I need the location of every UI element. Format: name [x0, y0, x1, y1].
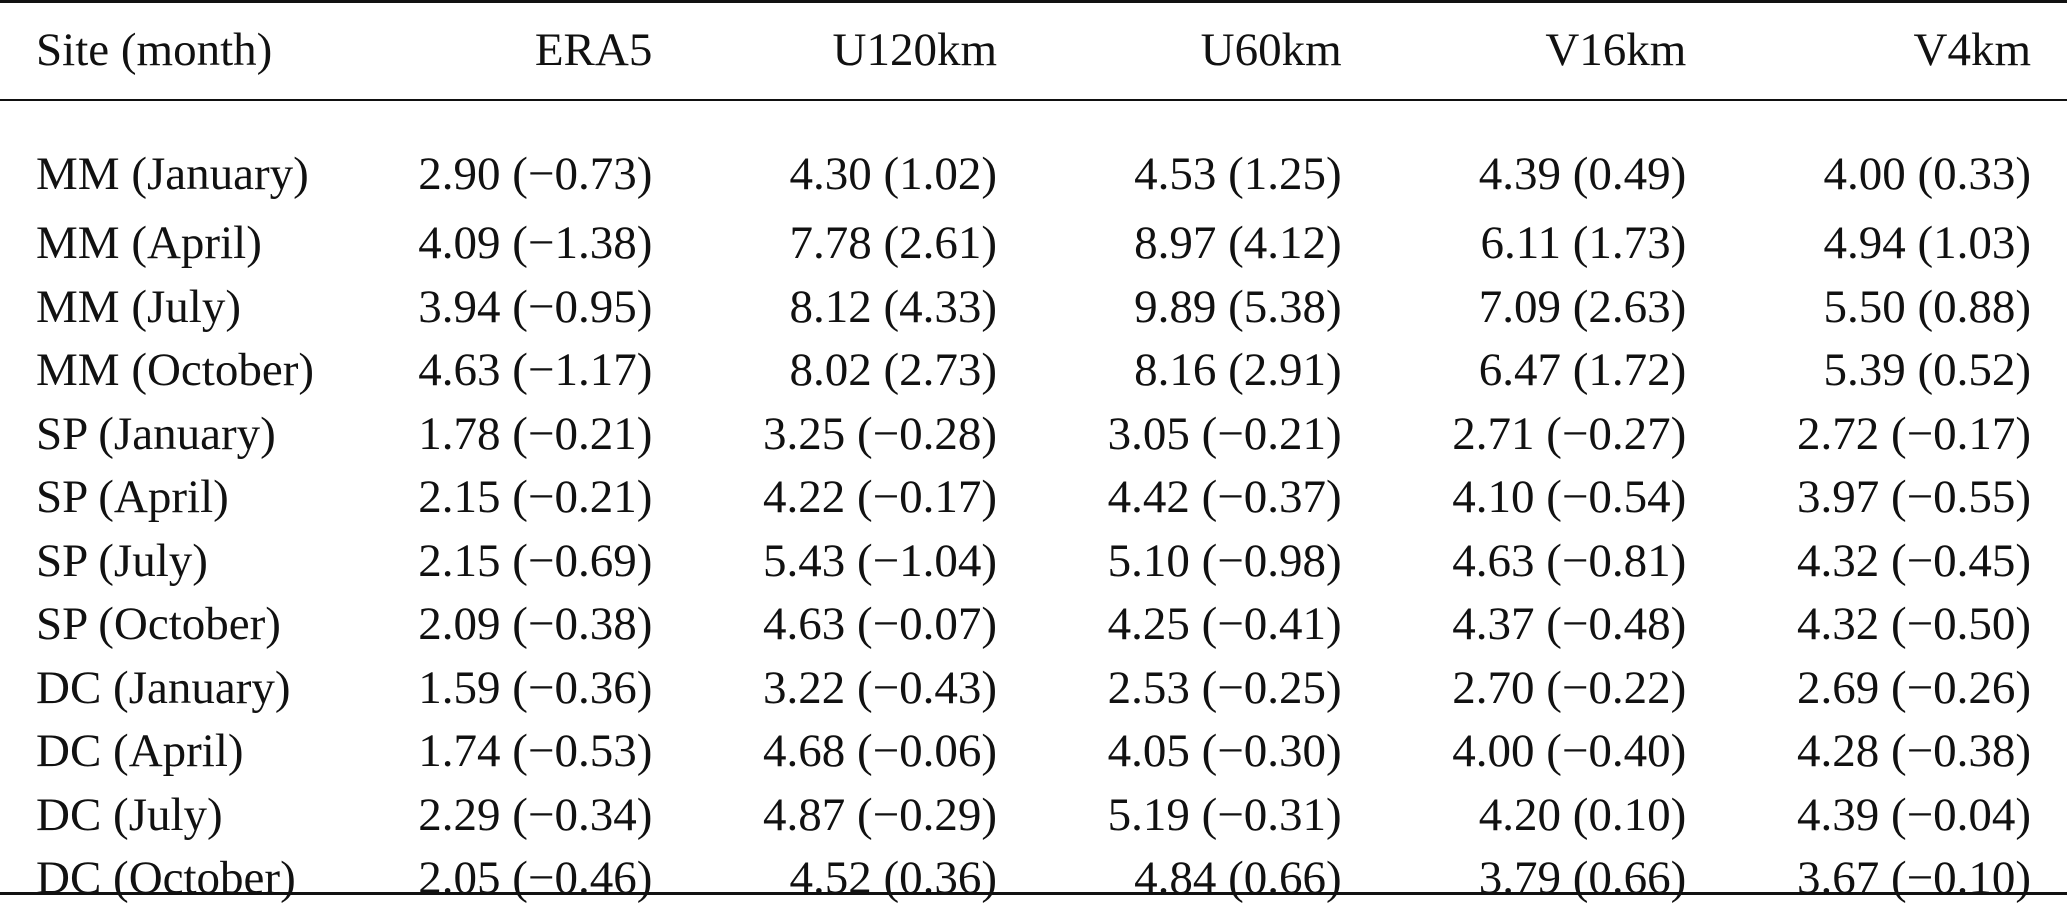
cell-u60km: 8.16 (2.91) — [1134, 344, 1342, 397]
column-header-v16km: V16km — [1545, 23, 1687, 76]
cell-site: SP (July) — [36, 534, 208, 587]
cell-v16km: 4.00 (−0.40) — [1452, 725, 1687, 778]
table-body: MM (January) 2.90 (−0.73) 4.30 (1.02) 4.… — [0, 100, 2067, 911]
cell-era5: 2.05 (−0.46) — [418, 852, 653, 905]
cell-v16km: 3.79 (0.66) — [1478, 852, 1687, 905]
cell-v16km: 2.70 (−0.22) — [1452, 661, 1687, 714]
cell-era5: 4.63 (−1.17) — [418, 344, 653, 397]
cell-u120km: 7.78 (2.61) — [789, 217, 997, 270]
cell-site: MM (July) — [36, 280, 241, 333]
cell-v16km: 4.37 (−0.48) — [1452, 598, 1687, 651]
column-header-u120km: U120km — [832, 23, 998, 76]
cell-v4km: 4.32 (−0.50) — [1796, 598, 2031, 651]
cell-u60km: 4.53 (1.25) — [1134, 148, 1342, 200]
cell-v16km: 4.10 (−0.54) — [1452, 471, 1687, 524]
cell-u60km: 5.10 (−0.98) — [1107, 534, 1342, 587]
table-row: SP (July) 2.15 (−0.69) 5.43 (−1.04) 5.10… — [0, 530, 2067, 594]
cell-v4km: 3.97 (−0.55) — [1796, 471, 2031, 524]
table-row: DC (October) 2.05 (−0.46) 4.52 (0.36) 4.… — [0, 847, 2067, 911]
cell-u120km: 4.52 (0.36) — [789, 852, 997, 905]
table-row: SP (October) 2.09 (−0.38) 4.63 (−0.07) 4… — [0, 593, 2067, 657]
table-row: DC (July) 2.29 (−0.34) 4.87 (−0.29) 5.19… — [0, 784, 2067, 848]
cell-era5: 2.15 (−0.69) — [418, 534, 653, 587]
header-rule — [0, 99, 2067, 101]
cell-v4km: 4.94 (1.03) — [1823, 217, 2031, 270]
table-row: MM (July) 3.94 (−0.95) 8.12 (4.33) 9.89 … — [0, 276, 2067, 340]
cell-v4km: 2.69 (−0.26) — [1796, 661, 2031, 714]
column-header-era5: ERA5 — [534, 23, 653, 76]
cell-u120km: 3.22 (−0.43) — [762, 661, 997, 714]
cell-site: MM (January) — [36, 148, 309, 200]
cell-site: DC (July) — [36, 788, 223, 841]
cell-site: SP (April) — [36, 471, 229, 524]
cell-site: DC (October) — [36, 852, 296, 905]
cell-v4km: 5.50 (0.88) — [1823, 280, 2031, 333]
table-row: MM (January) 2.90 (−0.73) 4.30 (1.02) 4.… — [0, 100, 2067, 212]
cell-u60km: 9.89 (5.38) — [1134, 280, 1342, 333]
cell-era5: 1.78 (−0.21) — [418, 407, 653, 460]
table-row: DC (April) 1.74 (−0.53) 4.68 (−0.06) 4.0… — [0, 720, 2067, 784]
cell-u60km: 2.53 (−0.25) — [1107, 661, 1342, 714]
cell-u120km: 4.87 (−0.29) — [762, 788, 997, 841]
cell-v16km: 7.09 (2.63) — [1478, 280, 1687, 333]
cell-era5: 2.90 (−0.73) — [418, 148, 653, 200]
column-header-site: Site (month) — [36, 23, 273, 76]
table-row: MM (April) 4.09 (−1.38) 7.78 (2.61) 8.97… — [0, 212, 2067, 276]
bottom-rule — [0, 892, 2067, 895]
cell-u60km: 5.19 (−0.31) — [1107, 788, 1342, 841]
cell-u120km: 4.63 (−0.07) — [762, 598, 997, 651]
cell-v4km: 3.67 (−0.10) — [1796, 852, 2031, 905]
cell-v16km: 4.20 (0.10) — [1478, 788, 1687, 841]
cell-v4km: 5.39 (0.52) — [1823, 344, 2031, 397]
cell-site: MM (October) — [36, 344, 315, 397]
cell-u120km: 4.68 (−0.06) — [762, 725, 997, 778]
cell-u60km: 4.42 (−0.37) — [1107, 471, 1342, 524]
cell-site: SP (January) — [36, 407, 276, 460]
cell-site: DC (January) — [36, 661, 291, 714]
cell-u120km: 4.22 (−0.17) — [762, 471, 997, 524]
cell-era5: 1.74 (−0.53) — [418, 725, 653, 778]
cell-site: MM (April) — [36, 217, 262, 270]
cell-v4km: 4.32 (−0.45) — [1796, 534, 2031, 587]
header-row: Site (month) ERA5 U120km U60km V16km V4k… — [0, 0, 2067, 100]
cell-v4km: 2.72 (−0.17) — [1796, 407, 2031, 460]
cell-v16km: 2.71 (−0.27) — [1452, 407, 1687, 460]
cell-era5: 2.15 (−0.21) — [418, 471, 653, 524]
cell-u60km: 4.84 (0.66) — [1134, 852, 1342, 905]
cell-u60km: 3.05 (−0.21) — [1107, 407, 1342, 460]
table-row: DC (January) 1.59 (−0.36) 3.22 (−0.43) 2… — [0, 657, 2067, 721]
cell-u60km: 8.97 (4.12) — [1134, 217, 1342, 270]
table-row: SP (January) 1.78 (−0.21) 3.25 (−0.28) 3… — [0, 403, 2067, 467]
cell-site: SP (October) — [36, 598, 281, 651]
cell-u120km: 4.30 (1.02) — [789, 148, 997, 200]
cell-u60km: 4.05 (−0.30) — [1107, 725, 1342, 778]
cell-u120km: 3.25 (−0.28) — [762, 407, 997, 460]
cell-v16km: 4.39 (0.49) — [1478, 148, 1687, 200]
cell-era5: 3.94 (−0.95) — [418, 280, 653, 333]
top-rule — [0, 0, 2067, 3]
cell-era5: 4.09 (−1.38) — [418, 217, 653, 270]
cell-u120km: 8.12 (4.33) — [789, 280, 997, 333]
cell-v16km: 6.11 (1.73) — [1480, 217, 1687, 270]
cell-v16km: 4.63 (−0.81) — [1452, 534, 1687, 587]
cell-v4km: 4.28 (−0.38) — [1796, 725, 2031, 778]
cell-v4km: 4.00 (0.33) — [1823, 148, 2031, 200]
cell-v16km: 6.47 (1.72) — [1478, 344, 1687, 397]
table-row: SP (April) 2.15 (−0.21) 4.22 (−0.17) 4.4… — [0, 466, 2067, 530]
cell-site: DC (April) — [36, 725, 244, 778]
cell-u120km: 8.02 (2.73) — [789, 344, 997, 397]
cell-v4km: 4.39 (−0.04) — [1796, 788, 2031, 841]
cell-u60km: 4.25 (−0.41) — [1107, 598, 1342, 651]
cell-era5: 2.29 (−0.34) — [418, 788, 653, 841]
table-row: MM (October) 4.63 (−1.17) 8.02 (2.73) 8.… — [0, 339, 2067, 403]
cell-u120km: 5.43 (−1.04) — [762, 534, 997, 587]
table-header: Site (month) ERA5 U120km U60km V16km V4k… — [0, 0, 2067, 100]
cell-era5: 1.59 (−0.36) — [418, 661, 653, 714]
column-header-v4km: V4km — [1913, 23, 2032, 76]
cell-era5: 2.09 (−0.38) — [418, 598, 653, 651]
column-header-u60km: U60km — [1200, 23, 1342, 76]
